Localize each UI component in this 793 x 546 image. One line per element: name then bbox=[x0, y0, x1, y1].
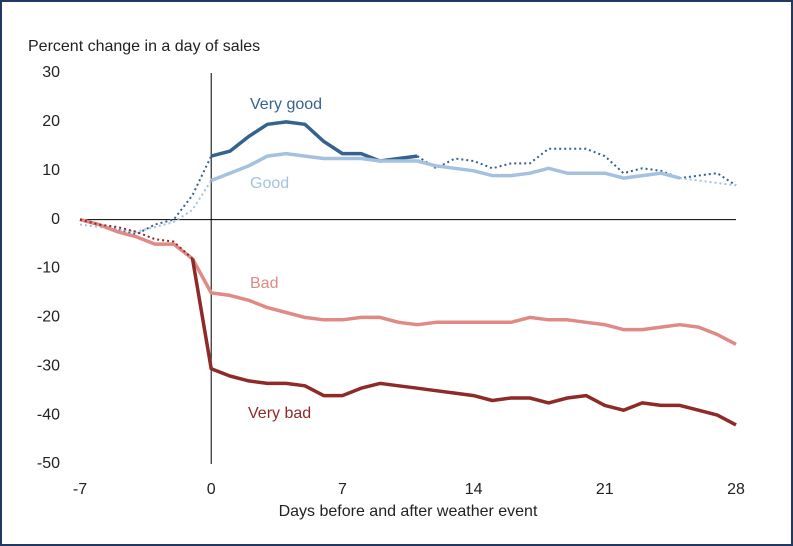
series-label: Good bbox=[250, 175, 289, 192]
series-label: Very bad bbox=[248, 405, 311, 422]
series-label: Very good bbox=[250, 96, 322, 113]
x-tick-label: 7 bbox=[338, 481, 347, 498]
x-tick-label: -7 bbox=[73, 481, 87, 498]
y-tick-label: 10 bbox=[42, 162, 60, 179]
series-label: Bad bbox=[250, 275, 278, 292]
y-tick-label: -50 bbox=[37, 455, 60, 472]
x-tick-label: 0 bbox=[207, 481, 216, 498]
y-tick-label: -20 bbox=[37, 309, 60, 326]
x-axis-label: Days before and after weather event bbox=[279, 503, 538, 520]
line bbox=[210, 151, 681, 183]
x-tick-label: 14 bbox=[465, 481, 483, 498]
y-tick-label: -30 bbox=[37, 357, 60, 374]
x-tick-label: 21 bbox=[596, 481, 614, 498]
line bbox=[79, 217, 737, 346]
dotted-line bbox=[79, 218, 194, 260]
y-tick-label: 0 bbox=[51, 211, 60, 228]
y-tick-label: 30 bbox=[42, 64, 60, 81]
y-axis-label: Percent change in a day of sales bbox=[28, 38, 260, 55]
line bbox=[190, 258, 737, 427]
y-tick-label: 20 bbox=[42, 113, 60, 130]
y-tick-label: -40 bbox=[37, 406, 60, 423]
y-tick-label: -10 bbox=[37, 260, 60, 277]
x-tick-label: 28 bbox=[727, 481, 745, 498]
dotted-line bbox=[79, 177, 737, 233]
